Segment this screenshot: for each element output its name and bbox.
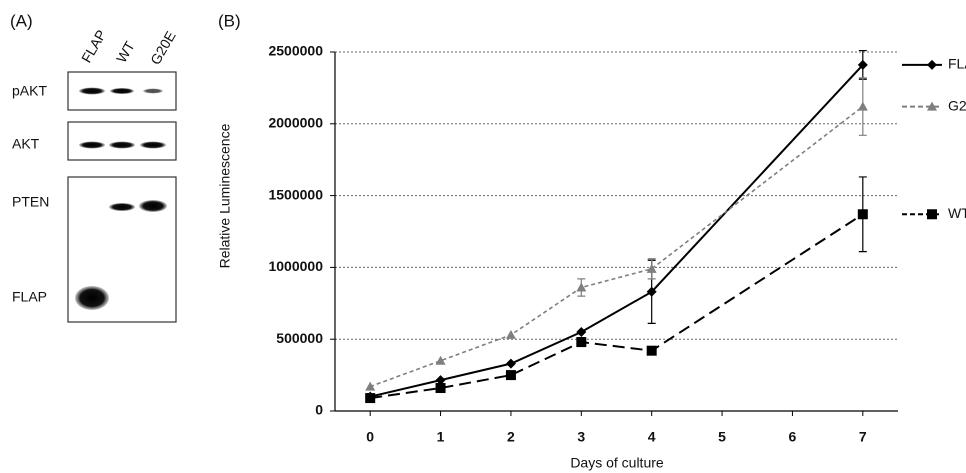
legend-marker (927, 60, 937, 70)
legend-label: WT (948, 205, 966, 221)
lane-label: WT (113, 38, 138, 65)
panel-label: (B) (218, 11, 241, 30)
marker (647, 264, 657, 273)
legend-label: G20E (948, 97, 966, 113)
x-tick-label: 2 (507, 429, 515, 445)
legend-marker (927, 209, 937, 219)
panel-label: (A) (10, 11, 33, 30)
lane-label: G20E (147, 28, 179, 67)
row-label: PTEN (12, 194, 49, 210)
x-tick-label: 4 (648, 429, 656, 445)
legend-label: FLAP (948, 56, 966, 72)
y-tick-label: 1500000 (268, 186, 323, 202)
marker (858, 209, 868, 219)
x-tick-label: 0 (366, 429, 374, 445)
row-label: AKT (12, 136, 40, 152)
figure: (A) FLAP WT G20E pAKT AKT PTEN FLAP (B) … (0, 0, 966, 473)
lane-label: FLAP (78, 27, 109, 65)
marker (576, 337, 586, 347)
y-tick-label: 1000000 (268, 258, 323, 274)
marker (506, 370, 516, 380)
row-label: pAKT (12, 83, 47, 99)
x-tick-label: 1 (437, 429, 445, 445)
y-axis-label: Relative Luminescence (217, 123, 233, 268)
marker (506, 359, 516, 369)
marker (647, 346, 657, 356)
x-tick-label: 7 (859, 429, 867, 445)
x-tick-label: 5 (718, 429, 726, 445)
y-tick-label: 2000000 (268, 115, 323, 131)
series-line (370, 107, 863, 387)
page: (A) FLAP WT G20E pAKT AKT PTEN FLAP (B) … (0, 0, 966, 473)
x-tick-label: 3 (577, 429, 585, 445)
y-tick-label: 500000 (276, 330, 323, 346)
series-line (370, 214, 863, 398)
y-tick-label: 0 (315, 402, 323, 418)
marker (858, 102, 868, 111)
blot (68, 72, 176, 322)
marker (436, 383, 446, 393)
y-tick-label: 2500000 (268, 43, 323, 59)
marker (365, 393, 375, 403)
marker (576, 327, 586, 337)
row-label: FLAP (12, 289, 47, 305)
x-tick-label: 6 (789, 429, 797, 445)
marker (506, 330, 516, 339)
plot: 0 500000 1000000 1500000 2000000 2500000 0 1 2 3 4… (268, 43, 966, 445)
x-axis-label: Days of culture (570, 455, 664, 471)
